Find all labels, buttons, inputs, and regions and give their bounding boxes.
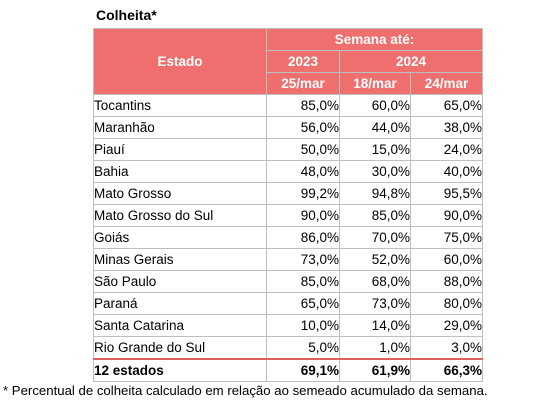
harvest-value: 70,0%: [339, 226, 411, 249]
table-body: Tocantins 85,0% 60,0% 65,0% Maranhão 56,0% 44,…: [93, 94, 483, 360]
total-value-1: 69,1%: [266, 358, 340, 382]
harvest-value: 14,0%: [339, 314, 411, 337]
table-row: Piauí 50,0% 15,0% 24,0%: [93, 138, 483, 161]
total-label: 12 estados: [93, 358, 267, 382]
harvest-value: 90,0%: [266, 204, 340, 227]
harvest-value: 56,0%: [266, 116, 340, 139]
harvest-table: Estado Semana até: 2023 2024 25/mar 18/m…: [93, 28, 483, 382]
state-name: Mato Grosso do Sul: [93, 204, 267, 227]
harvest-value: 86,0%: [266, 226, 340, 249]
table-row: Maranhão 56,0% 44,0% 38,0%: [93, 116, 483, 139]
harvest-value: 44,0%: [339, 116, 411, 139]
state-name: Bahia: [93, 160, 267, 183]
total-value-3: 66,3%: [410, 358, 483, 382]
state-name: Tocantins: [93, 94, 267, 117]
harvest-value: 15,0%: [339, 138, 411, 161]
total-row: 12 estados 69,1% 61,9% 66,3%: [93, 358, 483, 382]
harvest-value: 10,0%: [266, 314, 340, 337]
harvest-value: 85,0%: [266, 270, 340, 293]
harvest-value: 80,0%: [410, 292, 483, 315]
state-name: Minas Gerais: [93, 248, 267, 271]
header-date-2: 18/mar: [339, 72, 411, 95]
header-estado: Estado: [93, 28, 267, 95]
harvest-value: 73,0%: [266, 248, 340, 271]
header-year-2023: 2023: [266, 50, 340, 73]
harvest-value: 95,5%: [410, 182, 483, 205]
state-name: Maranhão: [93, 116, 267, 139]
state-name: Rio Grande do Sul: [93, 336, 267, 360]
header-date-1: 25/mar: [266, 72, 340, 95]
harvest-value: 29,0%: [410, 314, 483, 337]
table-row: Minas Gerais 73,0% 52,0% 60,0%: [93, 248, 483, 271]
table-title: Colheita*: [96, 7, 157, 23]
harvest-value: 75,0%: [410, 226, 483, 249]
harvest-value: 3,0%: [410, 336, 483, 360]
harvest-value: 85,0%: [266, 94, 340, 117]
harvest-value: 52,0%: [339, 248, 411, 271]
table-row: Bahia 48,0% 30,0% 40,0%: [93, 160, 483, 183]
harvest-value: 65,0%: [410, 94, 483, 117]
harvest-value: 65,0%: [266, 292, 340, 315]
table-row: Mato Grosso 99,2% 94,8% 95,5%: [93, 182, 483, 205]
table-row: Paraná 65,0% 73,0% 80,0%: [93, 292, 483, 315]
table-row: Goiás 86,0% 70,0% 75,0%: [93, 226, 483, 249]
harvest-value: 68,0%: [339, 270, 411, 293]
harvest-value: 1,0%: [339, 336, 411, 360]
harvest-value: 38,0%: [410, 116, 483, 139]
harvest-value: 73,0%: [339, 292, 411, 315]
state-name: Santa Catarina: [93, 314, 267, 337]
harvest-value: 60,0%: [339, 94, 411, 117]
table-row: Rio Grande do Sul 5,0% 1,0% 3,0%: [93, 336, 483, 360]
table-row: São Paulo 85,0% 68,0% 88,0%: [93, 270, 483, 293]
harvest-value: 40,0%: [410, 160, 483, 183]
state-name: Paraná: [93, 292, 267, 315]
harvest-value: 30,0%: [339, 160, 411, 183]
harvest-value: 48,0%: [266, 160, 340, 183]
total-value-2: 61,9%: [339, 358, 411, 382]
harvest-value: 60,0%: [410, 248, 483, 271]
table-row: Tocantins 85,0% 60,0% 65,0%: [93, 94, 483, 117]
table-row: Mato Grosso do Sul 90,0% 85,0% 90,0%: [93, 204, 483, 227]
header-year-2024: 2024: [339, 50, 483, 73]
header-date-3: 24/mar: [410, 72, 483, 95]
harvest-value: 99,2%: [266, 182, 340, 205]
harvest-value: 85,0%: [339, 204, 411, 227]
harvest-value: 90,0%: [410, 204, 483, 227]
harvest-value: 88,0%: [410, 270, 483, 293]
state-name: Goiás: [93, 226, 267, 249]
table-row: Santa Catarina 10,0% 14,0% 29,0%: [93, 314, 483, 337]
state-name: São Paulo: [93, 270, 267, 293]
state-name: Mato Grosso: [93, 182, 267, 205]
harvest-value: 24,0%: [410, 138, 483, 161]
footnote: * Percentual de colheita calculado em re…: [3, 383, 488, 398]
harvest-value: 5,0%: [266, 336, 340, 360]
header-semana-ate: Semana até:: [266, 28, 483, 51]
harvest-value: 50,0%: [266, 138, 340, 161]
state-name: Piauí: [93, 138, 267, 161]
harvest-value: 94,8%: [339, 182, 411, 205]
